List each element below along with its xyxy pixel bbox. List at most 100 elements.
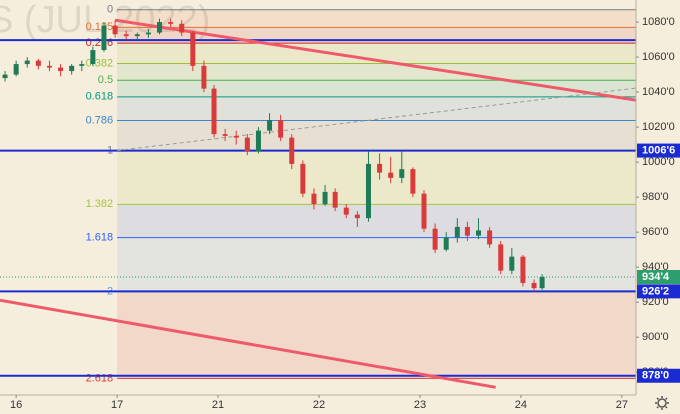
x-tick-label: 24 <box>515 399 527 411</box>
candle-body <box>300 163 306 194</box>
candle-body <box>432 228 438 250</box>
candle-body <box>487 230 493 245</box>
trend-line <box>114 18 636 102</box>
candle-body <box>278 120 284 138</box>
plot-area: S (JUL 2022)00.1250.2360.3820.50.6180.78… <box>0 0 636 389</box>
candle-body <box>157 22 163 33</box>
candle-body <box>267 120 273 131</box>
candle-body <box>123 34 129 37</box>
price-axis <box>636 0 680 395</box>
x-tick-label: 16 <box>10 399 22 411</box>
y-tick-label: 980'0 <box>642 191 669 203</box>
candle-body <box>498 244 504 271</box>
fib-band <box>117 150 636 205</box>
fib-band <box>117 80 636 97</box>
fib-label: 1.382 <box>86 198 114 210</box>
candle-body <box>46 65 52 68</box>
gear-icon <box>657 398 667 408</box>
fib-band <box>117 120 636 151</box>
candle-body <box>539 276 545 289</box>
x-tick-label: 27 <box>616 399 628 411</box>
fib-label: 2.618 <box>86 372 114 384</box>
time-axis <box>0 395 680 414</box>
candle-body <box>454 226 460 238</box>
candle-body <box>201 65 207 89</box>
price-label-box <box>637 143 680 158</box>
x-tick-label: 21 <box>212 399 224 411</box>
fib-label: 0.125 <box>86 21 114 33</box>
settings-button[interactable] <box>655 396 669 410</box>
fib-label: 0 <box>107 4 113 16</box>
candle-body <box>509 256 515 271</box>
x-tick-label: 22 <box>313 399 325 411</box>
candle-body <box>35 60 41 66</box>
candle-body <box>134 34 140 37</box>
candle-body <box>2 74 8 79</box>
y-tick-label: 1020'0 <box>642 121 675 133</box>
price-label-box <box>637 368 680 383</box>
fib-band <box>117 9 636 28</box>
fib-label: 0.786 <box>86 114 114 126</box>
trend-line <box>0 298 496 389</box>
candle-body <box>145 32 151 35</box>
y-tick-label: 960'0 <box>642 226 669 238</box>
candle-body <box>222 134 228 136</box>
candle-body <box>343 207 349 215</box>
candle-body <box>101 25 107 51</box>
candle-body <box>190 32 196 66</box>
candle-body <box>421 193 427 229</box>
candle-body <box>13 64 19 75</box>
candle-body <box>354 214 360 219</box>
y-tick-label: 920'0 <box>642 296 669 308</box>
x-tick-label: 17 <box>111 399 123 411</box>
fib-band <box>117 237 636 292</box>
trend-line <box>117 87 636 152</box>
price-label: 878'0 <box>642 370 669 382</box>
candle-body <box>112 25 118 35</box>
fib-label: 1.618 <box>86 232 114 244</box>
fib-band <box>117 96 636 121</box>
price-label-box <box>637 269 680 284</box>
candle-body <box>377 163 383 173</box>
gear-teeth <box>655 396 669 410</box>
price-label-box <box>637 284 680 299</box>
candle-body <box>365 163 371 219</box>
fib-label: 0.236 <box>86 37 114 49</box>
fib-label: 0.618 <box>86 91 114 103</box>
axes: 880'0900'0920'0940'0960'0980'01000'01020… <box>10 16 680 411</box>
fib-band <box>117 63 636 81</box>
candle-body <box>244 137 250 152</box>
fib-label: 0.5 <box>98 74 113 86</box>
candle-body <box>476 230 482 236</box>
candle-body <box>332 191 338 208</box>
candle-body <box>233 135 239 138</box>
y-tick-label: 1060'0 <box>642 51 675 63</box>
candle-body <box>399 169 405 178</box>
candle-body <box>531 282 537 289</box>
fib-band <box>117 204 636 238</box>
price-label: 926'2 <box>642 285 669 297</box>
candle-body <box>289 137 295 164</box>
candle-body <box>179 23 185 33</box>
price-label: 934'4 <box>642 271 670 283</box>
y-tick-label: 900'0 <box>642 331 669 343</box>
candle-body <box>255 130 261 152</box>
y-tick-label: 1040'0 <box>642 86 675 98</box>
y-tick-label: 1000'0 <box>642 156 675 168</box>
candle-body <box>464 226 470 236</box>
price-label: 1006'6 <box>642 144 675 156</box>
candle-body <box>79 64 85 66</box>
candle-body <box>322 191 328 205</box>
x-tick-label: 23 <box>414 399 426 411</box>
candle-body <box>311 193 317 205</box>
candle-body <box>410 169 416 194</box>
candle-body <box>90 50 96 65</box>
candle-body <box>69 65 75 72</box>
candle-body <box>58 67 64 72</box>
candle-body <box>24 60 30 65</box>
candle-body <box>388 172 394 178</box>
candle-body <box>443 237 449 250</box>
